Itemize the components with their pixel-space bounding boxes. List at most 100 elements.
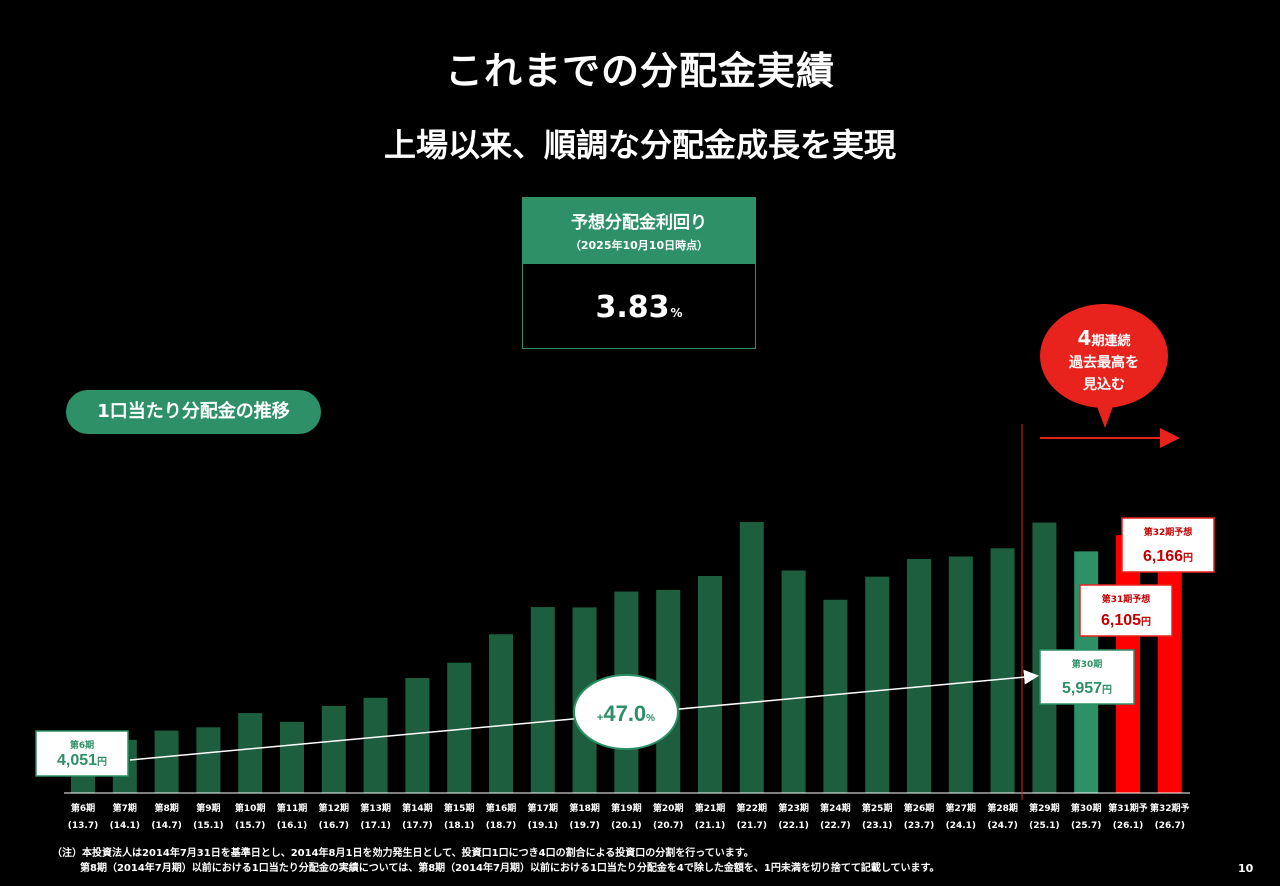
x-tick-label: 第22期 [737,802,768,814]
x-period-label: (19.1) [528,821,558,831]
x-tick-label: 第12期 [319,802,350,814]
bar-10 [238,713,263,793]
x-period-label: (16.1) [277,821,307,831]
callout-value: 6,105円 [1101,612,1151,629]
callout-label: 第6期 [70,739,94,751]
x-period-label: (25.7) [1071,821,1101,831]
growth-ellipse: +47.0% [573,674,679,750]
bar-26 [907,559,931,793]
x-tick-label: 第18期 [569,802,600,814]
callout-label: 第30期 [1072,658,1103,670]
bubble-line1-rest: 期連続 [1091,334,1131,349]
x-tick-label: 第10期 [235,802,266,814]
x-period-label: (26.7) [1155,821,1185,831]
record-bubble-body: 4期連続 過去最高を 見込む [1040,304,1168,408]
callout-第30期: 第30期 5,957円 [1039,649,1135,705]
bar-13 [363,697,388,793]
growth-value: 47.0 [603,701,646,726]
callout-第32期予想: 第32期予想 6,166円 [1121,517,1215,573]
x-tick-label: 第11期 [277,802,308,814]
callout-value: 5,957円 [1062,680,1112,697]
page-title: これまでの分配金実績 [444,49,835,93]
x-tick-label: 第20期 [653,802,684,814]
x-tick-label: 第25期 [862,802,893,814]
bar-25 [865,576,890,793]
x-tick-label: 第9期 [196,802,220,814]
bar-28 [990,548,1015,793]
x-tick-label: 第31期予 [1108,802,1148,814]
bubble-tail [1096,404,1114,428]
x-tick-label: 第21期 [695,802,726,814]
callout-第31期予想: 第31期予想 6,105円 [1079,584,1173,637]
x-tick-label: 第13期 [360,802,391,814]
x-period-label: (22.7) [820,821,850,831]
x-tick-label: 第16期 [486,802,517,814]
yield-box-header: 予想分配金利回り （2025年10月10日時点） [523,198,755,264]
x-tick-label: 第24期 [820,802,851,814]
footnote-line1: （注）本投資法人は2014年7月31日を基準日とし、2014年8月1日を効力発生… [52,848,754,859]
footnote-line2: 第8期（2014年7月期）以前における1口当たり分配金の実績については、第8期（… [80,863,940,874]
x-tick-label: 第30期 [1071,802,1102,814]
x-period-label: (17.1) [360,821,390,831]
bar-21 [698,575,722,793]
x-tick-label: 第8期 [154,802,178,814]
x-tick-label: 第29期 [1029,802,1060,814]
x-period-label: (18.7) [486,821,516,831]
x-period-label: (23.7) [904,821,934,831]
yield-value: 3.83 [595,290,670,325]
x-tick-label: 第26期 [904,802,935,814]
bar-14 [405,678,430,793]
bar-24 [823,599,848,793]
callout-value: 6,166円 [1143,548,1193,565]
bar-9 [196,727,221,793]
yield-box: 予想分配金利回り （2025年10月10日時点） 3.83% [522,197,756,349]
x-period-label: (18.1) [444,821,474,831]
x-period-label: (17.7) [402,821,432,831]
growth-unit: % [646,713,655,724]
callout-value: 4,051円 [57,752,107,769]
page-number: 10 [1238,862,1254,875]
bar-11 [280,721,304,793]
svg-text:+47.0%: +47.0% [597,701,655,726]
x-period-label: (20.1) [611,821,641,831]
bubble-line2: 過去最高を [1069,355,1139,371]
x-tick-label: 第7期 [113,802,137,814]
x-period-label: (14.7) [151,821,181,831]
bar-16 [489,634,513,793]
x-tick-label: 第19期 [611,802,642,814]
record-bubble: 4期連続 過去最高を 見込む [1040,304,1168,430]
yield-date: （2025年10月10日時点） [569,239,709,252]
yield-unit: % [670,306,683,320]
yield-label: 予想分配金利回り [571,213,707,233]
x-period-label: (13.7) [68,821,98,831]
x-period-label: (21.7) [737,821,767,831]
bar-12 [321,705,346,793]
x-period-label: (23.1) [862,821,892,831]
x-tick-label: 第14期 [402,802,433,814]
x-period-label: (14.1) [110,821,140,831]
bar-17 [530,607,555,793]
x-period-label: (21.1) [695,821,725,831]
yield-value-wrap: 3.83% [523,290,755,325]
growth-prefix: + [597,712,603,724]
page-subtitle: 上場以来、順調な分配金成長を実現 [383,126,896,164]
x-period-label: (24.1) [946,821,976,831]
x-tick-label: 第32期予 [1150,802,1190,814]
bar-23 [781,570,806,793]
x-period-label: (22.1) [778,821,808,831]
x-period-label: (15.1) [193,821,223,831]
bar-27 [948,556,973,793]
callout-label: 第31期予想 [1102,593,1151,605]
bar-8 [154,730,179,793]
bubble-line1: 4期連続 [1040,326,1168,350]
x-period-label: (20.7) [653,821,683,831]
x-tick-label: 第17期 [528,802,559,814]
x-tick-label: 第23期 [778,802,809,814]
trend-label-pill: 1口当たり分配金の推移 [66,390,321,434]
footnote: （注）本投資法人は2014年7月31日を基準日とし、2014年8月1日を効力発生… [52,846,1212,876]
x-tick-label: 第6期 [71,802,95,814]
x-period-label: (16.7) [319,821,349,831]
x-period-label: (26.1) [1113,821,1143,831]
bar-15 [447,662,472,793]
